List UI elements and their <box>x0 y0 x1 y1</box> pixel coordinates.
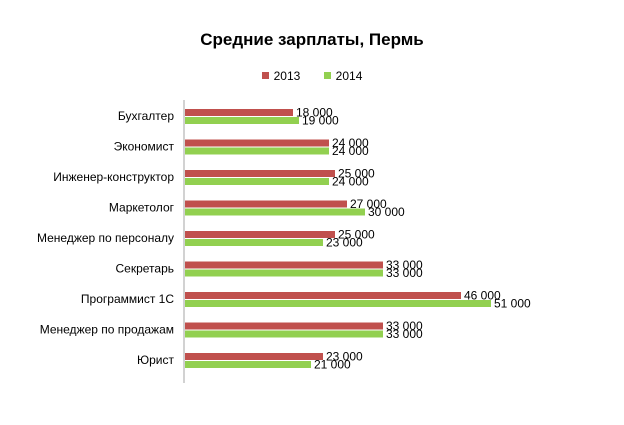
legend-label-2013: 2013 <box>273 68 301 83</box>
bar-2014 <box>185 269 383 277</box>
data-label-2013: 23 000 <box>326 350 363 364</box>
bar-2013 <box>185 353 323 360</box>
legend-swatch-2013 <box>261 72 269 79</box>
category-label: Менеджер по продажам <box>40 323 174 337</box>
data-label-2014: 33 000 <box>386 327 423 341</box>
data-label-2013: 24 000 <box>332 136 369 150</box>
data-label-2014: 19 000 <box>302 114 339 128</box>
data-label-2014: 23 000 <box>326 236 363 250</box>
category-label: Экономист <box>114 140 175 154</box>
bar-2013 <box>185 292 461 299</box>
category-label: Маркетолог <box>109 201 175 215</box>
legend-swatch-2014 <box>323 72 331 79</box>
legend: 2013 2014 <box>0 68 624 83</box>
data-label-2013: 18 000 <box>296 106 333 120</box>
data-label-2013: 25 000 <box>338 167 375 181</box>
legend-item-2013: 2013 <box>261 68 301 83</box>
data-label-2013: 25 000 <box>338 228 375 242</box>
data-label-2014: 21 000 <box>314 358 351 372</box>
bar-2013 <box>185 109 293 116</box>
bar-2014 <box>185 300 491 307</box>
category-label: Инженер-конструктор <box>53 170 174 184</box>
category-label: Менеджер по персоналу <box>37 231 174 245</box>
data-label-2014: 51 000 <box>494 297 531 311</box>
bar-2014 <box>185 178 329 185</box>
chart-title: Средние зарплаты, Пермь <box>200 30 424 49</box>
data-label-2013: 46 000 <box>464 289 501 303</box>
data-label-2014: 33 000 <box>386 266 423 280</box>
legend-item-2014: 2014 <box>323 68 363 83</box>
category-label: Секретарь <box>116 262 175 276</box>
data-label-2014: 24 000 <box>332 175 369 189</box>
bar-2013 <box>185 139 329 147</box>
bar-2013 <box>185 200 347 208</box>
bar-2013 <box>185 322 383 330</box>
bar-2013 <box>185 170 335 177</box>
bar-2013 <box>185 231 335 238</box>
bar-2013 <box>185 261 383 269</box>
data-label-2013: 33 000 <box>386 258 423 272</box>
bar-2014 <box>185 208 365 216</box>
data-label-2013: 33 000 <box>386 319 423 333</box>
data-label-2014: 24 000 <box>332 144 369 158</box>
bar-2014 <box>185 117 299 124</box>
data-label-2013: 27 000 <box>350 197 387 211</box>
data-label-2014: 30 000 <box>368 205 405 219</box>
bar-2014 <box>185 147 329 155</box>
category-label: Программист 1С <box>81 292 174 306</box>
category-label: Бухгалтер <box>118 109 174 123</box>
bar-2014 <box>185 361 311 368</box>
bar-2014 <box>185 239 323 246</box>
bar-2014 <box>185 330 383 338</box>
legend-label-2014: 2014 <box>335 68 363 83</box>
category-label: Юрист <box>137 353 175 367</box>
